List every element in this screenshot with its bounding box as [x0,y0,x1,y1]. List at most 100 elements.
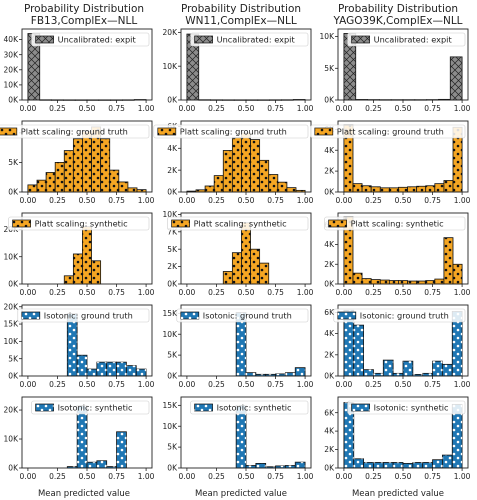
x-tick-label: 0.75 [108,196,125,205]
y-tick-label: 5K [167,245,178,254]
bar-hatch [96,460,107,468]
y-tick-label: 0K [8,96,19,105]
bar-hatch [412,462,423,468]
y-tick-label: 20K [163,28,179,37]
y-tick-label: 10K [4,80,20,89]
bar-hatch [246,372,256,376]
bar-hatch [383,462,394,468]
bar-hatch [450,56,463,100]
bar-hatch [64,150,74,192]
bar-hatch [343,402,354,468]
bar-hatch [250,139,260,192]
bar-hatch [275,373,286,376]
column-title-1-line2: WN11,ComplEx—NLL [185,15,297,27]
x-tick-label: 0.50 [79,288,96,297]
legend-swatch-hatch [194,36,213,43]
bar-hatch [100,138,110,192]
x-tick-label: 0.50 [79,380,96,389]
y-tick-label: 6K [324,408,335,417]
bar-hatch [371,186,381,192]
bar-hatch [27,184,37,192]
y-tick-label: 10K [4,435,20,444]
bar-hatch [87,462,97,468]
y-tick-label: 0K [8,280,19,289]
bar-hatch [403,361,413,376]
x-tick-label: 1.00 [454,380,471,389]
x-tick-label: 1.00 [297,196,314,205]
legend-swatch-hatch [351,404,370,411]
legend-label: Isotonic: synthetic [58,403,133,413]
legend-swatch-hatch [314,128,333,135]
bar-hatch [91,126,101,192]
bar-hatch [77,405,87,468]
bar-hatch [353,458,364,468]
legend-swatch-hatch [328,220,347,227]
bar-hatch [416,186,426,192]
x-tick-label: 0.25 [365,288,382,297]
x-tick-label: 0.75 [424,472,441,481]
y-tick-label: 4K [324,146,335,155]
bar-hatch [214,175,224,192]
x-tick-label: 0.50 [238,104,255,113]
legend-label: Isotonic: synthetic [374,403,449,413]
legend-label: Isotonic: ground truth [360,311,449,321]
x-tick-label: 1.00 [297,104,314,113]
bar-hatch [425,280,435,284]
x-tick-label: 0.75 [267,104,284,113]
y-tick-label: 0K [167,188,178,197]
legend-swatch-hatch [35,404,54,411]
legend-swatch-hatch [157,128,176,135]
x-tick-label: 0.75 [424,104,441,113]
legend-swatch-hatch [21,312,40,319]
legend-label: Platt scaling: ground truth [337,127,444,137]
x-tick-label: 0.00 [20,380,37,389]
legend-label: Platt scaling: synthetic [35,219,128,229]
bar-hatch [186,34,199,101]
x-tick-label: 0.50 [395,196,412,205]
x-tick-label: 0.25 [365,104,382,113]
legend-label: Platt scaling: synthetic [194,219,287,229]
bar-hatch [380,280,390,284]
bar-hatch [259,160,269,192]
legend: Isotonic: synthetic [31,400,150,415]
legend: Isotonic: ground truth [176,308,309,323]
bar-hatch [398,280,408,284]
bar-hatch [363,462,374,468]
y-tick-label: 5K [167,351,178,360]
bar-hatch [255,374,266,376]
x-tick-label: 0.50 [395,104,412,113]
x-tick-label: 0.00 [179,104,196,113]
y-tick-label: 10K [4,337,20,346]
x-tick-label: 0.00 [20,472,37,481]
x-tick-label: 0.50 [238,196,255,205]
y-tick-label: 20K [4,302,20,311]
legend-box [347,400,466,415]
x-tick-label: 0.50 [238,288,255,297]
bar-hatch [223,271,233,284]
x-tick-label: 0.50 [238,380,255,389]
x-tick-label: 1.00 [297,472,314,481]
bar-hatch [442,364,453,376]
bar-hatch [64,275,74,284]
legend-swatch-hatch [180,312,199,319]
legend-swatch-hatch [0,128,17,135]
subplot-r0-c2: 0K 5K 10K 0.00 0.25 0.50 0.75 1.00 Uncalibrated:… [320,28,471,113]
subplot-r0-c1: 0K 10K 20K 0.00 0.25 0.50 0.75 1.00 Uncalibrated… [163,28,314,113]
legend: Isotonic: synthetic [190,400,309,415]
bar-hatch [82,131,92,192]
bar-hatch [73,138,83,192]
bar-hatch [362,185,372,192]
x-tick-label: 0.50 [395,288,412,297]
x-tick-label: 1.00 [454,196,471,205]
bar-hatch [425,185,435,192]
x-tick-label: 0.00 [20,104,37,113]
bar-hatch [343,216,353,284]
x-axis-label-0: Mean predicted value [38,489,130,499]
legend-label: Uncalibrated: expit [374,35,453,45]
legend: Platt scaling: ground truth [153,124,309,139]
y-tick-label: 2K [324,167,335,176]
bar-hatch [407,186,417,192]
x-tick-label: 0.25 [49,104,66,113]
